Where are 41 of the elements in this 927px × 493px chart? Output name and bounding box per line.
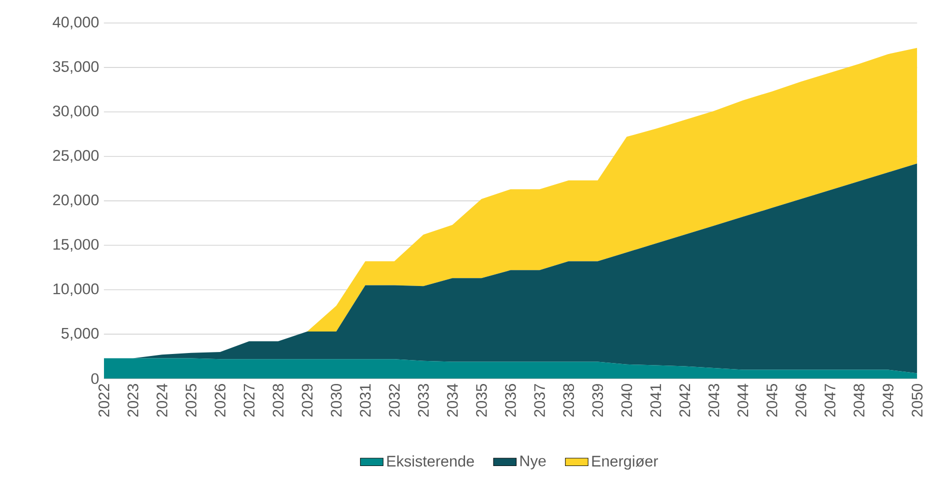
x-tick-label: 2027 (244, 384, 255, 417)
y-tick-label: 15,000 (54, 239, 99, 252)
y-tick-label: 40,000 (52, 16, 99, 30)
x-tick-label: 2028 (272, 384, 284, 417)
x-tick-label: 2042 (679, 384, 690, 417)
x-tick-label: 2048 (854, 384, 864, 417)
legend-label: Energiøer (592, 456, 658, 470)
x-tick-label: 2037 (534, 384, 545, 417)
x-tick-label: 2033 (418, 384, 429, 417)
x-tick-label: 2029 (302, 384, 313, 417)
x-tick-label: 2046 (796, 384, 806, 417)
x-tick-label: 2044 (737, 384, 748, 417)
x-tick-label: 2034 (447, 384, 458, 417)
x-tick-label: 2026 (214, 384, 226, 417)
x-tick-label: 2045 (766, 384, 778, 417)
y-tick-label: 0 (91, 373, 99, 384)
x-tick-label: 2049 (882, 384, 894, 417)
y-tick-label: 20,000 (53, 194, 99, 208)
x-tick-label: 2050 (912, 384, 923, 417)
y-tick-label: 5,000 (61, 328, 99, 341)
x-tick-label: 2036 (505, 384, 516, 417)
x-tick-label: 2025 (186, 384, 196, 417)
x-tick-label: 2039 (592, 384, 604, 417)
x-tick-label: 2032 (388, 384, 400, 417)
x-tick-label: 2031 (360, 384, 371, 417)
x-tick-label: 2047 (824, 384, 836, 417)
x-tick-label: 2024 (156, 384, 168, 417)
y-tick-label: 30,000 (52, 106, 99, 118)
legend-label: Nye (520, 456, 546, 470)
legend-label: Eksisterende (387, 456, 474, 467)
x-tick-label: 2035 (476, 384, 487, 417)
y-tick-label: 35,000 (52, 61, 99, 74)
y-tick-label: 25,000 (53, 150, 99, 163)
x-tick-label: 2040 (621, 384, 632, 417)
y-tick-label: 10,000 (54, 284, 99, 296)
x-tick-label: 2041 (650, 384, 662, 417)
x-tick-label: 2023 (128, 384, 138, 417)
x-tick-label: 2038 (563, 384, 574, 417)
x-tick-label: 2043 (708, 384, 720, 417)
x-tick-label: 2030 (330, 384, 342, 417)
x-tick-label: 2022 (98, 384, 110, 417)
